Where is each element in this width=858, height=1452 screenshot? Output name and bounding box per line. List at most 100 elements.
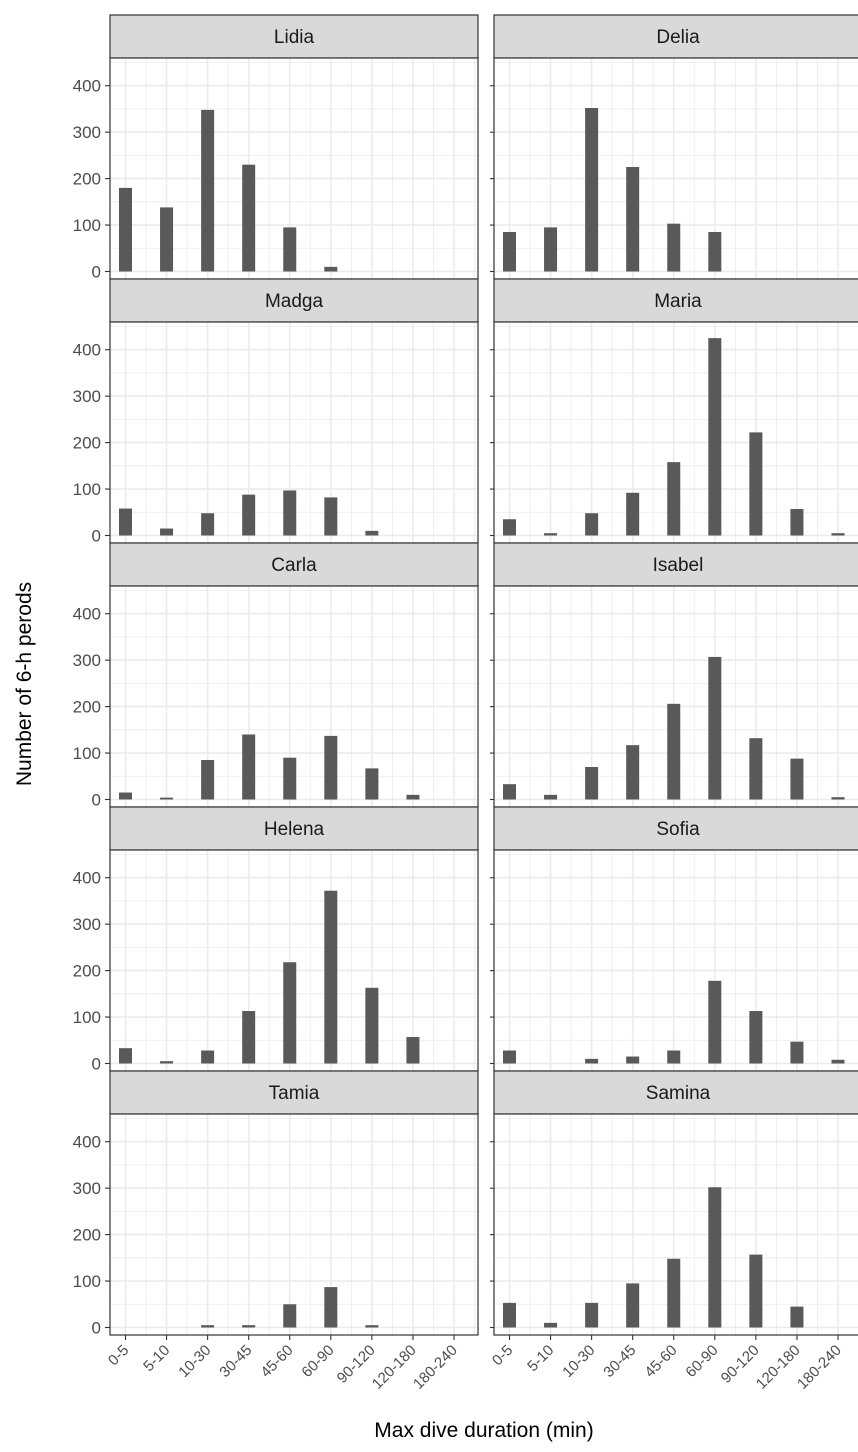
bar: [790, 1306, 804, 1328]
bar: [201, 1050, 215, 1064]
bar: [626, 492, 640, 536]
bar: [626, 167, 640, 272]
bar: [749, 738, 763, 800]
bar: [365, 530, 379, 536]
x-tick-label: 5-10: [524, 1342, 557, 1375]
bar: [242, 734, 256, 800]
bar: [544, 794, 558, 800]
x-tick-label: 5-10: [140, 1342, 173, 1375]
bar: [626, 745, 640, 800]
bar: [831, 1059, 845, 1064]
facet-strip: [493, 1070, 858, 1115]
x-tick-label: 30-45: [600, 1342, 639, 1381]
facet-strip-label: Samina: [646, 1083, 711, 1104]
bar: [119, 187, 132, 272]
y-tick-label: 200: [73, 1226, 101, 1245]
bar: [324, 890, 338, 1064]
panel-maria: Maria: [490, 278, 858, 544]
bar: [324, 497, 338, 536]
bar: [667, 1050, 681, 1064]
bar: [503, 1302, 516, 1328]
x-tick-label: 0-5: [489, 1342, 516, 1369]
bar: [708, 338, 722, 536]
bar: [667, 703, 681, 800]
facet-strip: [109, 542, 479, 587]
panel-helena: Helena 0 100 200 300 400: [73, 806, 479, 1074]
y-tick-label: 100: [73, 216, 101, 235]
x-tick-label: 180-240: [410, 1342, 461, 1393]
bar: [585, 1302, 599, 1328]
panel-sofia: Sofia: [490, 806, 858, 1072]
bar: [544, 1322, 558, 1328]
facet-panels: Lidia 0 100 200 300 400 Delia Madga 0 100 200 300 40…: [73, 14, 858, 1393]
y-tick-label: 400: [73, 77, 101, 96]
bar: [585, 766, 599, 800]
panel-isabel: Isabel: [490, 542, 858, 808]
bar: [585, 1058, 599, 1064]
bar: [406, 794, 420, 800]
y-tick-label: 0: [92, 263, 101, 282]
bar: [667, 462, 681, 536]
y-tick-label: 300: [73, 1179, 101, 1198]
facet-strip-label: Madga: [265, 291, 324, 312]
y-tick-label: 400: [73, 869, 101, 888]
panel-border: [109, 1113, 479, 1336]
y-tick-label: 400: [73, 341, 101, 360]
bar: [667, 223, 681, 272]
bar: [283, 227, 297, 272]
bar: [503, 232, 516, 272]
bar: [324, 735, 338, 800]
facet-strip: [109, 278, 479, 323]
facet-strip-label: Helena: [264, 819, 325, 840]
bar: [790, 1041, 804, 1064]
bar: [708, 980, 722, 1064]
bar: [119, 1048, 132, 1064]
bar: [585, 108, 599, 272]
facet-strip: [493, 14, 858, 59]
bar: [242, 164, 256, 272]
bar: [160, 797, 174, 800]
x-tick-label: 120-180: [753, 1342, 804, 1393]
y-tick-label: 0: [92, 1055, 101, 1074]
x-tick-label: 180-240: [794, 1342, 845, 1393]
x-tick-label: 120-180: [369, 1342, 420, 1393]
plot-background: [494, 850, 858, 1071]
bar: [283, 1304, 297, 1328]
panel-madga: Madga 0 100 200 300 400: [73, 278, 479, 546]
bar: [283, 490, 297, 536]
bar: [503, 1050, 516, 1064]
bar: [749, 432, 763, 536]
bar: [749, 1254, 763, 1328]
y-tick-label: 300: [73, 651, 101, 670]
y-tick-label: 0: [92, 1319, 101, 1338]
bar: [365, 1325, 379, 1328]
x-tick-label: 0-5: [105, 1342, 132, 1369]
bar: [283, 757, 297, 800]
y-tick-label: 0: [92, 791, 101, 810]
facet-strip-label: Maria: [654, 291, 702, 312]
y-tick-label: 400: [73, 605, 101, 624]
y-tick-label: 100: [73, 1008, 101, 1027]
plot-background: [110, 1114, 478, 1335]
x-tick-label: 60-90: [298, 1342, 337, 1381]
y-axis-title: Number of 6-h perods: [13, 582, 36, 786]
bar: [406, 1037, 420, 1064]
bar: [585, 513, 599, 536]
bar: [201, 513, 215, 536]
panel-border: [493, 1113, 858, 1336]
bar: [503, 519, 516, 536]
bar: [242, 1011, 256, 1064]
bar: [503, 784, 516, 800]
x-tick-label: 45-60: [257, 1342, 296, 1381]
y-tick-label: 400: [73, 1133, 101, 1152]
y-tick-label: 300: [73, 123, 101, 142]
bar: [790, 509, 804, 536]
facet-strip-label: Carla: [271, 555, 317, 576]
facet-strip: [493, 806, 858, 851]
bar: [283, 962, 297, 1064]
bar: [708, 1187, 722, 1328]
panel-delia: Delia: [490, 14, 858, 280]
bar: [242, 494, 256, 536]
